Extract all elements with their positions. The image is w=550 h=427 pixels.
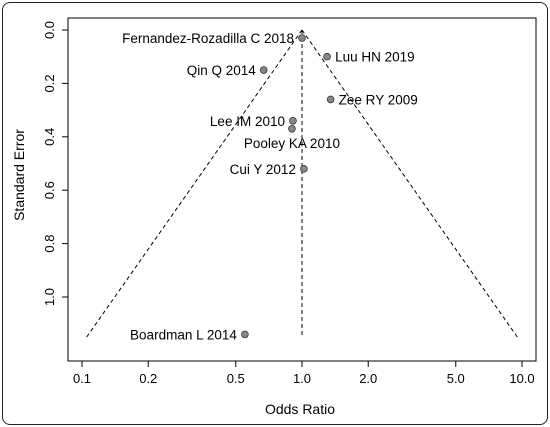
study-point <box>259 66 268 74</box>
study-point <box>298 34 306 42</box>
funnel-right-line <box>301 29 518 338</box>
study-point <box>241 330 249 339</box>
y-axis: 0.0 0.2 0.4 0.6 0.8 1.0 <box>42 21 68 306</box>
y-tick-label: 0.6 <box>42 181 57 199</box>
y-tick-label: 0.8 <box>42 235 57 253</box>
x-tick-label: 0.5 <box>227 371 245 386</box>
study-label: Cui Y 2012 <box>230 162 296 177</box>
study-point <box>300 165 308 173</box>
x-axis-title: Odds Ratio <box>265 401 335 417</box>
study-label: Boardman L 2014 <box>130 327 237 342</box>
study-label: Fernandez-Rozadilla C 2018 <box>122 31 294 46</box>
study-point <box>289 116 297 125</box>
study-point <box>326 95 335 104</box>
x-tick-label: 0.1 <box>73 371 91 386</box>
study-label: Qin Q 2014 <box>187 63 257 78</box>
study-label: Lee IM 2010 <box>210 114 285 129</box>
x-axis: 0.1 0.2 0.5 1.0 2.0 5.0 10.0 <box>73 361 535 386</box>
study-point <box>323 52 331 61</box>
study-label: Pooley KA 2010 <box>244 136 340 151</box>
study-label: Luu HN 2019 <box>335 50 415 65</box>
x-tick-label: 5.0 <box>447 371 465 386</box>
study-points <box>241 34 335 339</box>
x-tick-label: 0.2 <box>139 371 157 386</box>
study-point <box>288 124 296 133</box>
x-tick-label: 10.0 <box>509 371 534 386</box>
x-tick-label: 2.0 <box>359 371 377 386</box>
funnel-lines <box>86 29 518 338</box>
study-labels: Fernandez-Rozadilla C 2018 Luu HN 2019 Qin… <box>122 31 418 342</box>
plot-area <box>67 17 537 362</box>
y-tick-label: 0.0 <box>42 21 57 39</box>
plot-box <box>67 17 537 362</box>
x-tick-label: 1.0 <box>293 371 311 386</box>
y-axis-title: Standard Error <box>11 129 27 221</box>
y-tick-label: 0.4 <box>42 128 57 146</box>
y-tick-label: 1.0 <box>42 288 57 306</box>
study-label: Zee RY 2009 <box>339 92 418 107</box>
y-tick-label: 0.2 <box>42 74 57 92</box>
